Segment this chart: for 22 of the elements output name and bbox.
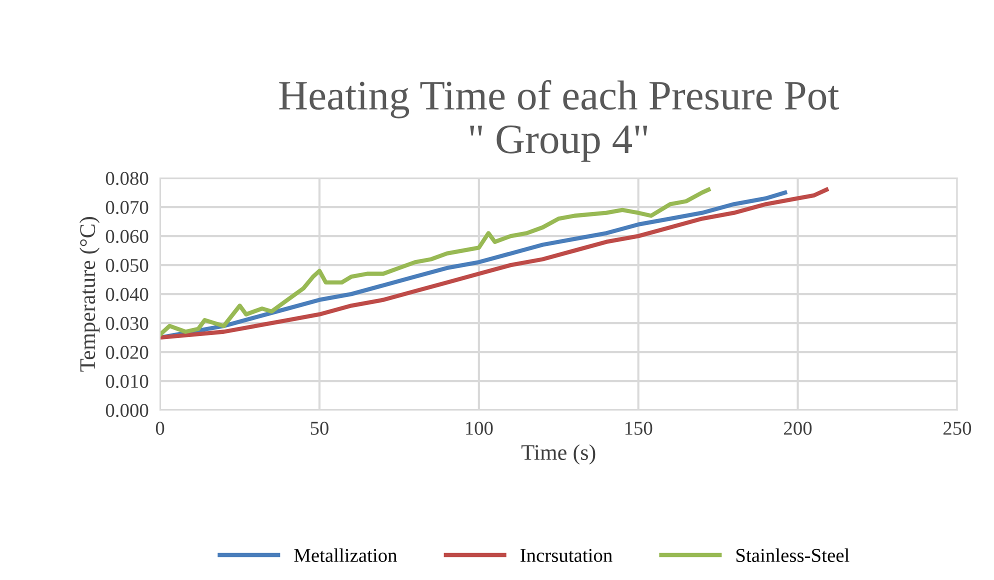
legend-label: Incrsutation <box>520 548 612 562</box>
y-tick-label: 0.010 <box>106 374 148 388</box>
y-tick-label: 0.050 <box>106 258 148 272</box>
x-tick-label: 50 <box>310 422 328 435</box>
y-tick-label: 0.020 <box>106 346 148 360</box>
x-tick-label: 100 <box>466 422 493 435</box>
y-tick-label: 0.060 <box>106 230 148 244</box>
legend-label: Metallization <box>294 548 398 562</box>
x-tick-label: 0 <box>156 422 164 435</box>
x-tick-label: 250 <box>943 422 972 435</box>
line-series <box>160 188 711 337</box>
legend-label: Stainless-Steel <box>736 548 850 562</box>
y-tick-label: 0.040 <box>106 288 148 302</box>
y-tick-label: 0.000 <box>106 404 148 418</box>
x-axis-title: Time (s) <box>521 444 596 465</box>
y-tick-label: 0.030 <box>106 316 148 330</box>
y-tick-label: 0.080 <box>106 172 148 186</box>
y-tick-label: 0.070 <box>106 200 148 214</box>
x-tick-label: 200 <box>784 422 812 435</box>
y-axis-title: Temperature (°C) <box>79 217 100 372</box>
chart-title: Heating Time of each Presure Pot " Group 4" <box>279 80 840 162</box>
x-tick-label: 150 <box>625 422 652 435</box>
